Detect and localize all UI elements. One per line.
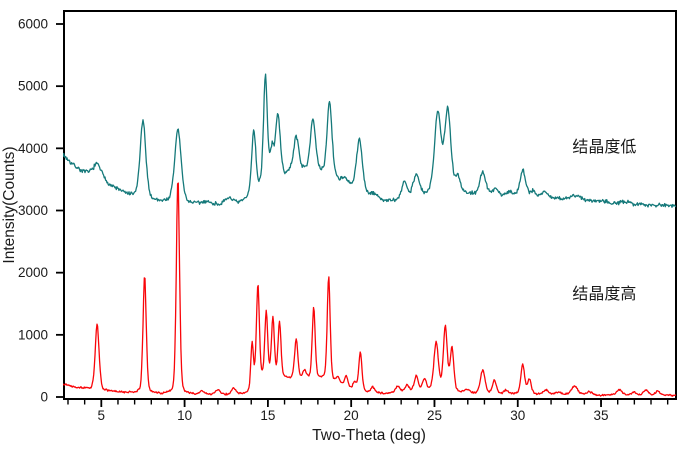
y-tick-label: 5000: [18, 79, 48, 94]
y-axis-ticks: 0 1000 2000 3000 4000 5000 6000: [18, 17, 63, 405]
y-tick-label: 4000: [18, 141, 48, 156]
y-tick-label: 6000: [18, 17, 48, 32]
y-tick-label: 1000: [18, 327, 48, 342]
x-tick-label: 5: [98, 408, 106, 423]
y-tick-label: 3000: [18, 203, 48, 218]
x-tick-label: 35: [594, 408, 609, 423]
x-tick-label: 10: [177, 408, 192, 423]
plot-area: [63, 73, 676, 397]
x-tick-label: 15: [260, 408, 275, 423]
plot-frame: [63, 10, 677, 400]
y-axis-title: Intensity(Counts): [1, 146, 18, 263]
x-axis-title: Two-Theta (deg): [312, 427, 426, 444]
y-tick-label: 0: [40, 390, 48, 405]
x-tick-label: 25: [427, 408, 442, 423]
y-tick-label: 2000: [18, 265, 48, 280]
annotation-high-crystallinity: 结晶度高: [572, 285, 636, 303]
trace-high-crystallinity: [63, 182, 676, 397]
trace-low-crystallinity: [63, 73, 676, 208]
x-tick-label: 30: [510, 408, 525, 423]
annotation-low-crystallinity: 结晶度低: [572, 138, 636, 156]
x-tick-label: 20: [344, 408, 359, 423]
x-axis-ticks: 5 10 15 20 25 30 35: [67, 400, 669, 423]
